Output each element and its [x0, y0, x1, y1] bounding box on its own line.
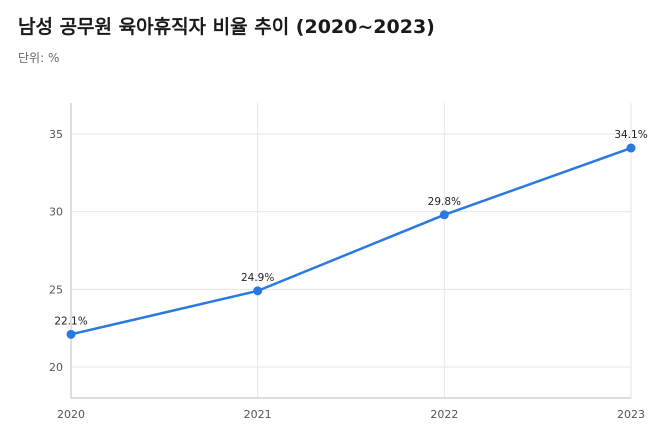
y-tick-label: 30: [49, 206, 63, 219]
data-label: 24.9%: [241, 272, 274, 284]
data-label: 29.8%: [428, 196, 461, 208]
y-tick-label: 20: [49, 361, 63, 374]
unit-label: 단위: %: [18, 51, 60, 65]
series-line: [69, 146, 633, 336]
x-tick-label: 2022: [430, 408, 458, 421]
x-tick-label: 2021: [244, 408, 272, 421]
data-label: 34.1%: [614, 129, 647, 141]
chart-title: 남성 공무원 육아휴직자 비율 추이 (2020~2023): [18, 16, 435, 38]
data-point: [626, 143, 636, 153]
y-tick-label: 25: [49, 283, 63, 296]
data-point: [66, 329, 76, 339]
y-tick-label: 35: [49, 128, 63, 141]
x-tick-label: 2020: [57, 408, 85, 421]
data-point: [253, 286, 263, 296]
data-point: [439, 210, 449, 220]
x-tick-label: 2023: [617, 408, 645, 421]
data-label: 22.1%: [54, 315, 87, 327]
